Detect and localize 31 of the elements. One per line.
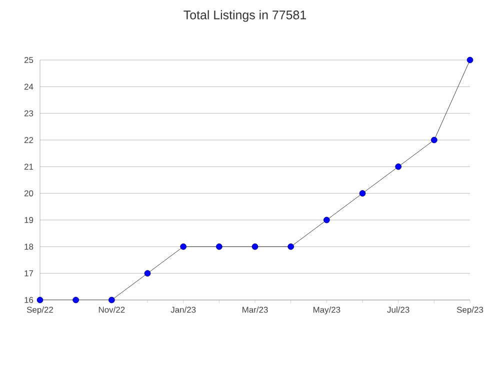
point <box>395 163 402 170</box>
x-tick-label: Jan/23 <box>170 306 196 313</box>
y-tick-label: 20 <box>24 190 34 196</box>
point <box>288 243 294 250</box>
y-tick-label: 19 <box>24 217 34 223</box>
point <box>430 136 438 144</box>
x-tick-label: Nov/22 <box>98 306 125 313</box>
y-tick-label: 23 <box>24 110 34 116</box>
y-tick-label: 22 <box>24 137 34 143</box>
x-tick-label: Sep/22 <box>26 306 53 314</box>
x-tick-label: Mar/23 <box>242 306 268 313</box>
y-tick-label: 16 <box>24 297 34 303</box>
point <box>466 56 474 64</box>
point <box>252 243 258 250</box>
point <box>108 296 115 304</box>
point <box>216 243 222 250</box>
x-tick-label: Jul/23 <box>387 306 410 313</box>
point <box>323 216 330 224</box>
y-tick-label: 17 <box>24 270 34 276</box>
point <box>359 190 366 197</box>
point <box>144 270 151 277</box>
y-tick-label: 24 <box>24 84 34 90</box>
x-tick-label: Sep/23 <box>456 306 484 314</box>
point <box>180 243 187 250</box>
y-tick-label: 21 <box>24 164 34 170</box>
y-tick-label: 18 <box>24 244 34 250</box>
point <box>72 296 80 304</box>
x-tick-label: May/23 <box>313 306 340 314</box>
y-tick-label: 25 <box>24 57 34 63</box>
chart-title: Total Listings in 77581 <box>184 10 306 22</box>
point <box>36 296 44 304</box>
